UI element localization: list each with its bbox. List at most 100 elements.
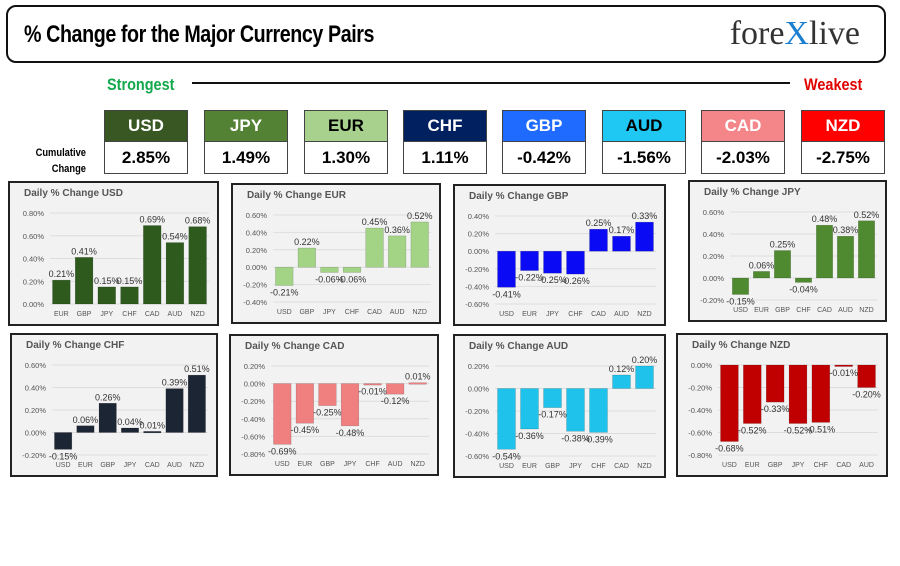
x-tick-label: USD [733,307,748,314]
bar-cad [816,224,833,279]
data-label: 0.04% [117,417,143,427]
bar-chf [589,388,608,433]
bar-nzd [408,382,427,385]
y-tick-label: -0.80% [241,450,265,459]
data-label: -0.48% [336,428,365,438]
bar-jpy [340,383,360,427]
x-tick-label: NZD [411,461,425,468]
y-tick-label: 0.20% [468,230,490,239]
chart-eur: Daily % Change EUR -0.40% -0.20% 0.00% 0.20%… [231,183,441,324]
x-tick-label: USD [722,462,737,469]
data-label: 0.51% [184,364,210,374]
bar-eur [76,425,95,433]
x-tick-label: CAD [367,309,382,316]
bar-aud [388,235,407,268]
cumulative-value: -2.75% [801,142,885,174]
y-tick-label: -0.40% [243,298,267,307]
x-tick-label: AUD [859,462,874,469]
chart-title: Daily % Change USD [24,188,123,199]
x-tick-label: JPY [100,311,113,318]
x-tick-label: CAD [836,462,851,469]
x-tick-label: EUR [754,307,769,314]
chart-cad: Daily % Change CAD -0.80% -0.60% -0.40% -0.2… [229,334,439,476]
cumulative-value: 1.11% [403,142,487,174]
chart-title: Daily % Change NZD [692,340,791,351]
x-tick-label: CHF [345,309,359,316]
y-tick-label: 0.00% [691,361,713,370]
x-tick-label: AUD [838,307,853,314]
y-tick-label: 0.60% [246,211,268,220]
data-label: 0.26% [95,392,121,402]
x-tick-label: CAD [817,307,832,314]
bar-gbp [297,247,316,268]
bar-chf [811,364,831,423]
x-tick-label: CHF [122,311,136,318]
data-label: 0.15% [94,276,120,286]
data-label: -0.39% [584,434,613,444]
y-tick-label: 0.00% [468,385,490,394]
bar-gbp [74,257,94,305]
bar-cad [612,374,631,389]
data-label: -0.22% [515,273,544,283]
data-label: -0.69% [268,446,297,456]
y-tick-label: -0.40% [465,282,489,291]
x-tick-label: CAD [614,463,629,470]
cumulative-value: 2.85% [104,142,188,174]
y-tick-label: 0.20% [246,246,268,255]
y-tick-label: 0.20% [244,362,266,371]
x-tick-label: USD [56,462,71,469]
bar-cad [143,225,162,305]
x-tick-label: NZD [637,311,651,318]
bar-cad [834,364,853,367]
y-tick-label: 0.40% [468,212,490,221]
bar-usd [732,277,749,295]
x-tick-label: NZD [637,463,651,470]
cumulative-value: -0.42% [502,142,586,174]
y-tick-label: -0.20% [22,451,46,460]
chart-chf: Daily % Change CHF -0.20% 0.00% 0.20% 0.40% 0… [10,333,218,477]
chart-usd: Daily % Change USD 0.00% 0.20% 0.40% 0.60% 0.… [8,181,219,326]
bar-jpy [320,266,339,273]
bar-jpy [543,250,562,274]
y-tick-label: -0.20% [243,281,267,290]
data-label: -0.20% [852,390,881,400]
bar-usd [275,266,294,286]
data-label: -0.52% [738,426,767,436]
x-tick-label: AUD [388,461,403,468]
y-tick-label: 0.80% [23,209,45,218]
y-tick-label: 0.00% [25,429,47,438]
x-tick-label: JPY [792,462,805,469]
data-label: 0.25% [770,240,796,250]
currency-name: JPY [204,110,288,142]
x-tick-label: JPY [344,461,357,468]
x-tick-label: GBP [77,311,92,318]
y-tick-label: -0.40% [688,406,712,415]
data-label: -0.41% [492,289,521,299]
x-tick-label: EUR [522,463,537,470]
data-label: 0.48% [812,214,838,224]
bar-nzd [188,226,207,305]
bar-eur [520,250,539,271]
chart-gbp: Daily % Change GBP -0.60% -0.40% -0.20% 0.00… [453,184,666,326]
x-tick-label: CAD [145,311,160,318]
x-tick-label: AUD [614,311,629,318]
data-label: -0.06% [315,274,344,284]
chart-title: Daily % Change GBP [469,191,569,202]
data-label: 0.06% [749,260,775,270]
bar-nzd [635,365,654,389]
x-tick-label: CHF [568,311,582,318]
strength-scale-line [192,82,790,84]
y-tick-label: -0.60% [688,429,712,438]
bar-nzd [187,374,206,433]
y-tick-label: -0.20% [241,397,265,406]
bar-aud [612,235,631,252]
currency-name: AUD [602,110,686,142]
bar-chf [342,266,362,273]
cumulative-value: -1.56% [602,142,686,174]
data-label: -0.25% [313,408,342,418]
bar-cad [589,228,608,252]
x-tick-label: USD [499,463,514,470]
x-tick-label: JPY [124,462,137,469]
y-tick-label: 0.00% [703,274,725,283]
x-tick-label: NZD [190,462,204,469]
